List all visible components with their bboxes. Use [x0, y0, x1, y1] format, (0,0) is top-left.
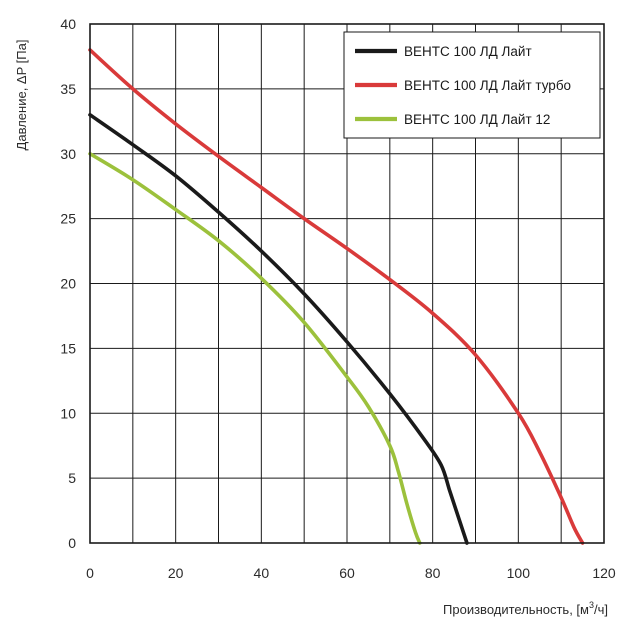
legend-label-2: ВЕНТС 100 ЛД Лайт турбо — [404, 78, 571, 93]
x-tick-label-0: 0 — [86, 565, 94, 581]
y-tick-label-35: 35 — [60, 81, 76, 97]
y-tick-label-20: 20 — [60, 276, 76, 292]
x-axis-title-main: Производительность, [м — [443, 602, 589, 617]
x-axis-title: Производительность, [м3/ч] — [443, 600, 608, 617]
y-tick-label-25: 25 — [60, 211, 76, 227]
legend-items: ВЕНТС 100 ЛД Лайт ВЕНТС 100 ЛД Лайт турбо… — [355, 44, 571, 127]
y-tick-labels: 0 5 10 15 20 25 30 35 40 — [60, 16, 76, 551]
x-tick-label-20: 20 — [168, 565, 184, 581]
x-axis-title-superscript: 3 — [589, 600, 594, 610]
y-tick-label-30: 30 — [60, 146, 76, 162]
x-tick-label-80: 80 — [425, 565, 441, 581]
legend-label-1: ВЕНТС 100 ЛД Лайт — [404, 44, 532, 59]
y-tick-label-10: 10 — [60, 405, 76, 421]
plot-border — [89, 23, 605, 544]
y-tick-label-5: 5 — [68, 470, 76, 486]
series-line-2 — [88, 48, 585, 545]
x-tick-labels: 0 20 40 60 80 100 120 — [86, 565, 616, 581]
y-tick-label-15: 15 — [60, 340, 76, 356]
x-tick-label-100: 100 — [507, 565, 531, 581]
x-tick-label-40: 40 — [254, 565, 270, 581]
series-line-3 — [88, 151, 422, 545]
series-lines — [88, 48, 585, 545]
y-axis-title: Давление, ΔP [Па] — [14, 40, 29, 151]
x-tick-label-60: 60 — [339, 565, 355, 581]
x-axis-title-suffix: /ч] — [594, 602, 608, 617]
legend: ВЕНТС 100 ЛД Лайт ВЕНТС 100 ЛД Лайт турбо… — [343, 31, 601, 139]
legend-label-3: ВЕНТС 100 ЛД Лайт 12 — [404, 112, 550, 127]
x-tick-label-120: 120 — [592, 565, 616, 581]
y-tick-label-0: 0 — [68, 535, 76, 551]
series-line-1 — [88, 113, 469, 545]
y-tick-label-40: 40 — [60, 16, 76, 32]
